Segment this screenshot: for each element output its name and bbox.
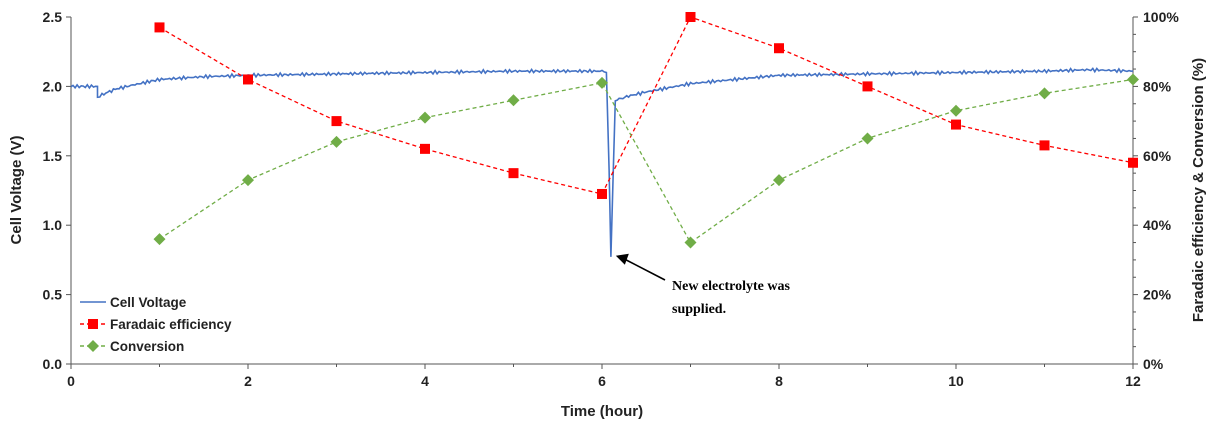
faradaic-efficiency-point [685, 12, 696, 22]
y-tick-label: 1.0 [43, 217, 63, 233]
conversion-point [773, 174, 785, 187]
x-axis-title: Time (hour) [561, 403, 643, 420]
y2-axis-ticks: 0% 20% 40% 60% 80% 100% [1133, 9, 1179, 372]
legend-conversion-label: Conversion [110, 339, 184, 354]
legend-conversion-marker [87, 340, 99, 352]
conversion-point [950, 104, 962, 117]
y2-tick-label: 20% [1143, 287, 1172, 303]
annotation-text: New electrolyte was [672, 279, 790, 294]
x-tick-label: 0 [67, 373, 75, 389]
y2-tick-label: 60% [1143, 148, 1172, 164]
y-tick-label: 0.0 [43, 356, 63, 372]
conversion-point [153, 233, 166, 246]
y-tick-label: 2.5 [43, 9, 63, 25]
y-axis-ticks: 0.0 0.5 1.0 1.5 2.0 2.5 [43, 9, 71, 372]
conversion-point [684, 236, 697, 249]
conversion-point [861, 132, 874, 145]
annotation-arrowhead [615, 253, 629, 265]
y-tick-label: 1.5 [43, 148, 63, 164]
x-tick-label: 12 [1125, 373, 1141, 389]
annotation: New electrolyte was supplied. [615, 253, 790, 317]
conversion-point [1127, 73, 1139, 86]
conversion-point [1038, 87, 1051, 100]
y2-tick-label: 80% [1143, 78, 1172, 94]
legend-faradaic-efficiency-marker [88, 319, 98, 329]
x-tick-label: 2 [244, 373, 252, 389]
annotation-text: supplied. [672, 302, 726, 317]
faradaic-efficiency-line [159, 16, 1134, 195]
faradaic-efficiency-point [331, 116, 342, 127]
faradaic-efficiency-point [243, 74, 253, 85]
faradaic-efficiency-point [1128, 157, 1138, 168]
y2-tick-label: 100% [1143, 9, 1179, 25]
faradaic-efficiency-point [154, 22, 165, 33]
annotation-arrow-line [623, 258, 666, 281]
y2-axis-title: Faradaic efficiency & Conversion (%) [1190, 58, 1207, 322]
cell-voltage-line [70, 67, 1134, 257]
conversion-point [330, 135, 343, 148]
legend-cell-voltage-label: Cell Voltage [110, 295, 187, 310]
faradaic-efficiency-point [508, 168, 519, 179]
faradaic-efficiency-point [862, 81, 873, 92]
faradaic-efficiency-point [420, 143, 430, 154]
conversion-point [419, 111, 431, 124]
faradaic-efficiency-point [951, 119, 961, 130]
plot-area [70, 12, 1139, 257]
y-tick-label: 2.0 [43, 78, 63, 94]
faradaic-efficiency-point [774, 43, 784, 54]
x-tick-label: 8 [775, 373, 783, 389]
y2-tick-label: 40% [1143, 217, 1172, 233]
y-tick-label: 0.5 [43, 287, 63, 303]
conversion-point [596, 76, 608, 89]
y-axis-title: Cell Voltage (V) [8, 136, 25, 245]
x-axis-ticks: 0 2 4 6 8 10 12 [67, 364, 1141, 389]
conversion-point [507, 94, 520, 107]
x-tick-label: 10 [948, 373, 964, 389]
y2-tick-label: 0% [1143, 356, 1164, 372]
legend: Cell Voltage Faradaic efficiency Conversio… [80, 295, 232, 354]
conversion-point [242, 174, 254, 187]
legend-faradaic-efficiency-label: Faradaic efficiency [110, 317, 232, 332]
conversion-line [159, 78, 1134, 244]
x-tick-label: 4 [421, 373, 429, 389]
faradaic-efficiency-point [597, 188, 607, 199]
x-tick-label: 6 [598, 373, 606, 389]
faradaic-efficiency-point [1039, 140, 1050, 151]
